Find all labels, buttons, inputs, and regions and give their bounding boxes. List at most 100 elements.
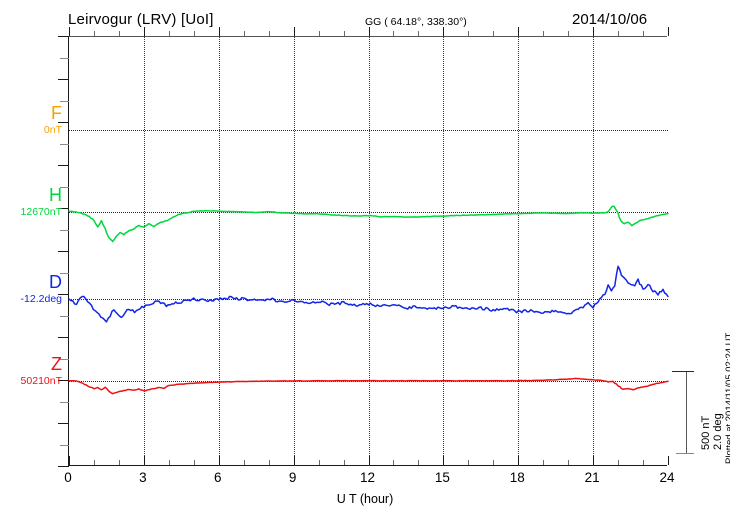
xtick-b-24 [668, 456, 669, 465]
xtick-t-19 [543, 31, 545, 36]
ytick-14 [58, 337, 69, 338]
ytick-8 [58, 208, 69, 209]
ytick-18 [58, 423, 69, 424]
scale-nt-label: 500 nT [700, 415, 712, 450]
xtick-t-8 [268, 31, 270, 36]
xlabel-6: 6 [213, 470, 222, 485]
xtick-t-15 [443, 27, 445, 36]
xtick-b-13 [393, 460, 395, 465]
xtick-b-11 [343, 460, 345, 465]
component-baseline-value-d: -12.2deg [20, 293, 62, 305]
component-traces [68, 205, 669, 395]
scale-bar-bottom-cap [676, 453, 694, 454]
xtick-b-0 [69, 456, 70, 465]
xtick-b-20 [568, 460, 570, 465]
xtick-b-21 [593, 456, 595, 465]
xtick-t-0 [69, 27, 70, 36]
component-symbol-f: F [51, 103, 62, 123]
ytick-0 [58, 36, 69, 37]
gridline-hour-6 [218, 36, 220, 466]
xtick-t-18 [518, 27, 520, 36]
xtick-t-5 [193, 31, 195, 36]
xtick-t-4 [168, 31, 170, 36]
ytick-19 [60, 444, 69, 446]
xtick-t-6 [218, 27, 220, 36]
ytick-7 [60, 186, 69, 188]
xtick-t-11 [343, 31, 345, 36]
x-axis-title: U T (hour) [336, 492, 394, 506]
baseline-f [69, 130, 668, 131]
xtick-t-16 [468, 31, 470, 36]
gridline-hour-18 [518, 36, 520, 466]
ytick-6 [58, 165, 69, 166]
xtick-t-9 [293, 27, 295, 36]
xtick-b-19 [543, 460, 545, 465]
component-symbol-h: H [49, 185, 62, 205]
baseline-h [69, 212, 668, 213]
xtick-t-7 [243, 31, 245, 36]
trace-z [68, 377, 669, 395]
ytick-20 [58, 466, 69, 467]
xlabel-18: 18 [509, 470, 525, 485]
component-baseline-value-f: 0nT [43, 124, 62, 136]
component-symbol-d: D [49, 272, 62, 292]
xtick-t-24 [668, 27, 669, 36]
ytick-5 [60, 143, 69, 145]
xlabel-21: 21 [584, 470, 600, 485]
xtick-b-9 [293, 456, 295, 465]
ytick-1 [60, 57, 69, 59]
xtick-t-23 [643, 31, 645, 36]
xtick-b-5 [193, 460, 195, 465]
xlabel-9: 9 [288, 470, 297, 485]
ytick-15 [60, 358, 69, 360]
xtick-t-22 [618, 31, 620, 36]
xtick-t-12 [368, 27, 370, 36]
xtick-t-1 [93, 31, 95, 36]
ytick-11 [60, 272, 69, 274]
ytick-12 [58, 294, 69, 295]
xtick-b-2 [118, 460, 120, 465]
scale-deg-label: 2.0 deg [712, 413, 724, 450]
xlabel-15: 15 [434, 470, 450, 485]
xtick-b-10 [318, 460, 320, 465]
ytick-9 [60, 229, 69, 231]
ytick-2 [58, 79, 69, 80]
xtick-b-3 [143, 456, 145, 465]
gridline-hour-21 [593, 36, 595, 466]
baseline-d [69, 299, 668, 300]
xlabel-24: 24 [659, 470, 675, 485]
xtick-b-22 [618, 460, 620, 465]
xtick-t-20 [568, 31, 570, 36]
scale-bar-top-cap [672, 371, 694, 372]
ytick-3 [60, 100, 69, 102]
xtick-t-2 [118, 31, 120, 36]
component-label-h: H 12670nT [0, 186, 62, 218]
xtick-b-1 [93, 460, 95, 465]
observation-date: 2014/10/06 [572, 11, 648, 28]
component-baseline-value-h: 12670nT [20, 206, 62, 218]
trace-h [68, 205, 669, 243]
xtick-t-10 [318, 31, 320, 36]
xtick-b-8 [268, 460, 270, 465]
component-label-z: Z 50210nT [0, 355, 62, 387]
xtick-b-7 [243, 460, 245, 465]
gridline-hour-12 [368, 36, 370, 466]
plot-area [58, 27, 669, 467]
xlabel-12: 12 [359, 470, 376, 485]
xtick-t-14 [418, 31, 420, 36]
xtick-b-4 [168, 460, 170, 465]
ytick-13 [60, 315, 69, 317]
gridline-hour-3 [143, 36, 145, 466]
component-label-f: F 0nT [0, 104, 62, 136]
ytick-10 [58, 251, 69, 252]
gridline-hour-9 [293, 36, 295, 466]
station-title: Leirvogur (LRV) [UoI] [68, 11, 214, 28]
xtick-t-17 [493, 31, 495, 36]
component-symbol-z: Z [51, 354, 62, 374]
xlabel-3: 3 [139, 470, 147, 485]
xtick-b-15 [443, 456, 445, 465]
xtick-b-14 [418, 460, 420, 465]
scale-bar [686, 372, 687, 454]
xtick-b-6 [218, 456, 220, 465]
